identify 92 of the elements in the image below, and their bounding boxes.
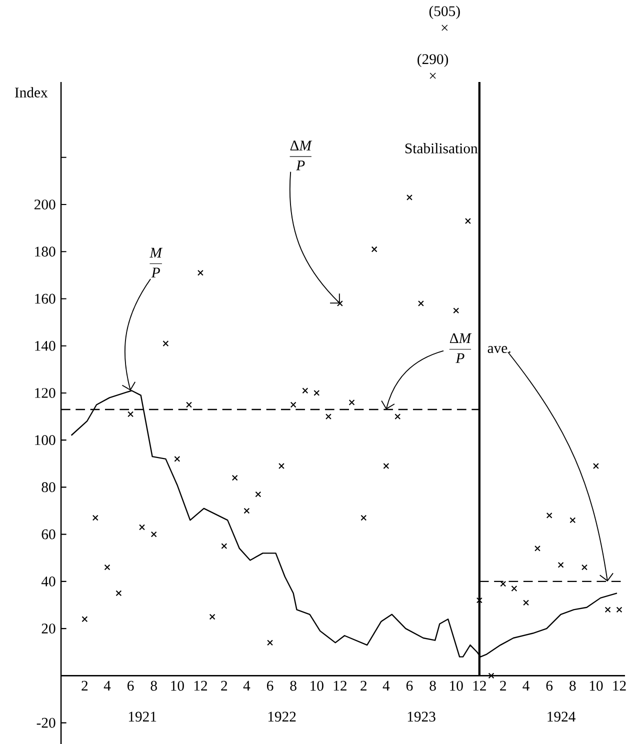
x-tick-label: 10 (310, 680, 324, 691)
x-tick-label: 2 (221, 680, 228, 691)
text: (290) (418, 54, 448, 68)
point (139, 524, 145, 530)
point (394, 414, 401, 420)
point (383, 463, 390, 469)
x-tick-label: 4 (104, 680, 111, 690)
point (336, 300, 343, 306)
point (197, 270, 204, 276)
x-tick-label: 10 (590, 680, 603, 691)
y-tick-label: 20 (42, 624, 56, 634)
y-tick-label: 180 (35, 246, 56, 257)
point (592, 463, 599, 469)
x-tick-label: 12 (613, 680, 626, 691)
x-tick-label: 10 (171, 680, 184, 691)
x-tick-label: 8 (430, 680, 436, 691)
annotation: 1924 (548, 712, 576, 722)
point (325, 414, 332, 420)
point (244, 508, 250, 514)
point (616, 606, 622, 613)
point (511, 586, 518, 592)
x-tick-label: 8 (150, 680, 157, 691)
point (476, 597, 482, 604)
point (371, 246, 378, 252)
annotation: 1921 (128, 712, 156, 722)
y-tick-label: 60 (42, 529, 56, 540)
x-tick-label: 4 (382, 680, 390, 690)
y-tick-label: 200 (34, 200, 56, 210)
point (582, 564, 588, 570)
point (290, 402, 296, 408)
point (232, 474, 238, 481)
point (267, 640, 273, 646)
x-tick-label: 12 (473, 680, 486, 691)
annotation: 1922 (268, 712, 296, 722)
y-tick-label: -20 (36, 718, 56, 728)
x-tick-label: 6 (128, 680, 134, 691)
y-tick-label: 40 (41, 576, 56, 586)
point (209, 614, 216, 620)
point (604, 606, 611, 613)
x-tick-label: 8 (570, 680, 576, 691)
point (82, 616, 88, 622)
y-tick-label: 80 (42, 482, 56, 492)
point (464, 218, 471, 224)
point (221, 543, 228, 550)
point (500, 580, 506, 587)
point (558, 562, 564, 568)
x-tick-label: 4 (522, 680, 530, 690)
x-tick-label: 2 (500, 680, 506, 691)
x-tick-label: 8 (290, 680, 296, 691)
annotation: 1923 (408, 712, 436, 722)
point (128, 411, 134, 418)
text: × (430, 72, 436, 79)
point (546, 512, 552, 518)
point (162, 340, 169, 346)
annotation: $\frac{\mathrm{Δ}\mathit{M}}{\mathit{P}}$ (290, 140, 312, 170)
point (104, 564, 110, 570)
point (174, 456, 180, 462)
y-tick-label: 100 (35, 435, 56, 446)
point (116, 590, 122, 596)
point (278, 463, 284, 469)
point (92, 514, 98, 521)
y-tick-label: 160 (35, 294, 56, 304)
point (418, 300, 424, 306)
text: × (442, 24, 448, 31)
x-tick-label: 6 (406, 680, 413, 691)
point (534, 545, 540, 552)
x-tick-label: 6 (546, 680, 553, 691)
point (523, 600, 530, 606)
x-tick-label: 10 (450, 680, 463, 691)
point (348, 399, 355, 406)
point (302, 388, 308, 394)
point (488, 672, 494, 679)
x-tick-label: 2 (82, 680, 88, 691)
x-tick-label: 12 (194, 680, 207, 691)
x-tick-label: 12 (334, 680, 346, 691)
ref-line-label: Stabilisation (405, 143, 478, 154)
x-tick-label: 6 (266, 680, 274, 691)
x-tick-label: 2 (360, 680, 366, 691)
point (186, 402, 192, 408)
point (406, 194, 412, 200)
point (255, 491, 262, 498)
point (314, 390, 320, 396)
y-tick-label: 140 (35, 340, 56, 351)
y-tick-label: 120 (35, 388, 56, 398)
annotation: $\frac{\mathit{M}}{\mathit{P}}$ (150, 248, 163, 278)
y-axis-title: Index (14, 87, 48, 98)
x-tick-label: 4 (243, 680, 250, 690)
point (453, 308, 460, 314)
point (570, 517, 576, 524)
point (150, 531, 157, 538)
point (360, 514, 367, 521)
text: (505) (429, 6, 460, 20)
